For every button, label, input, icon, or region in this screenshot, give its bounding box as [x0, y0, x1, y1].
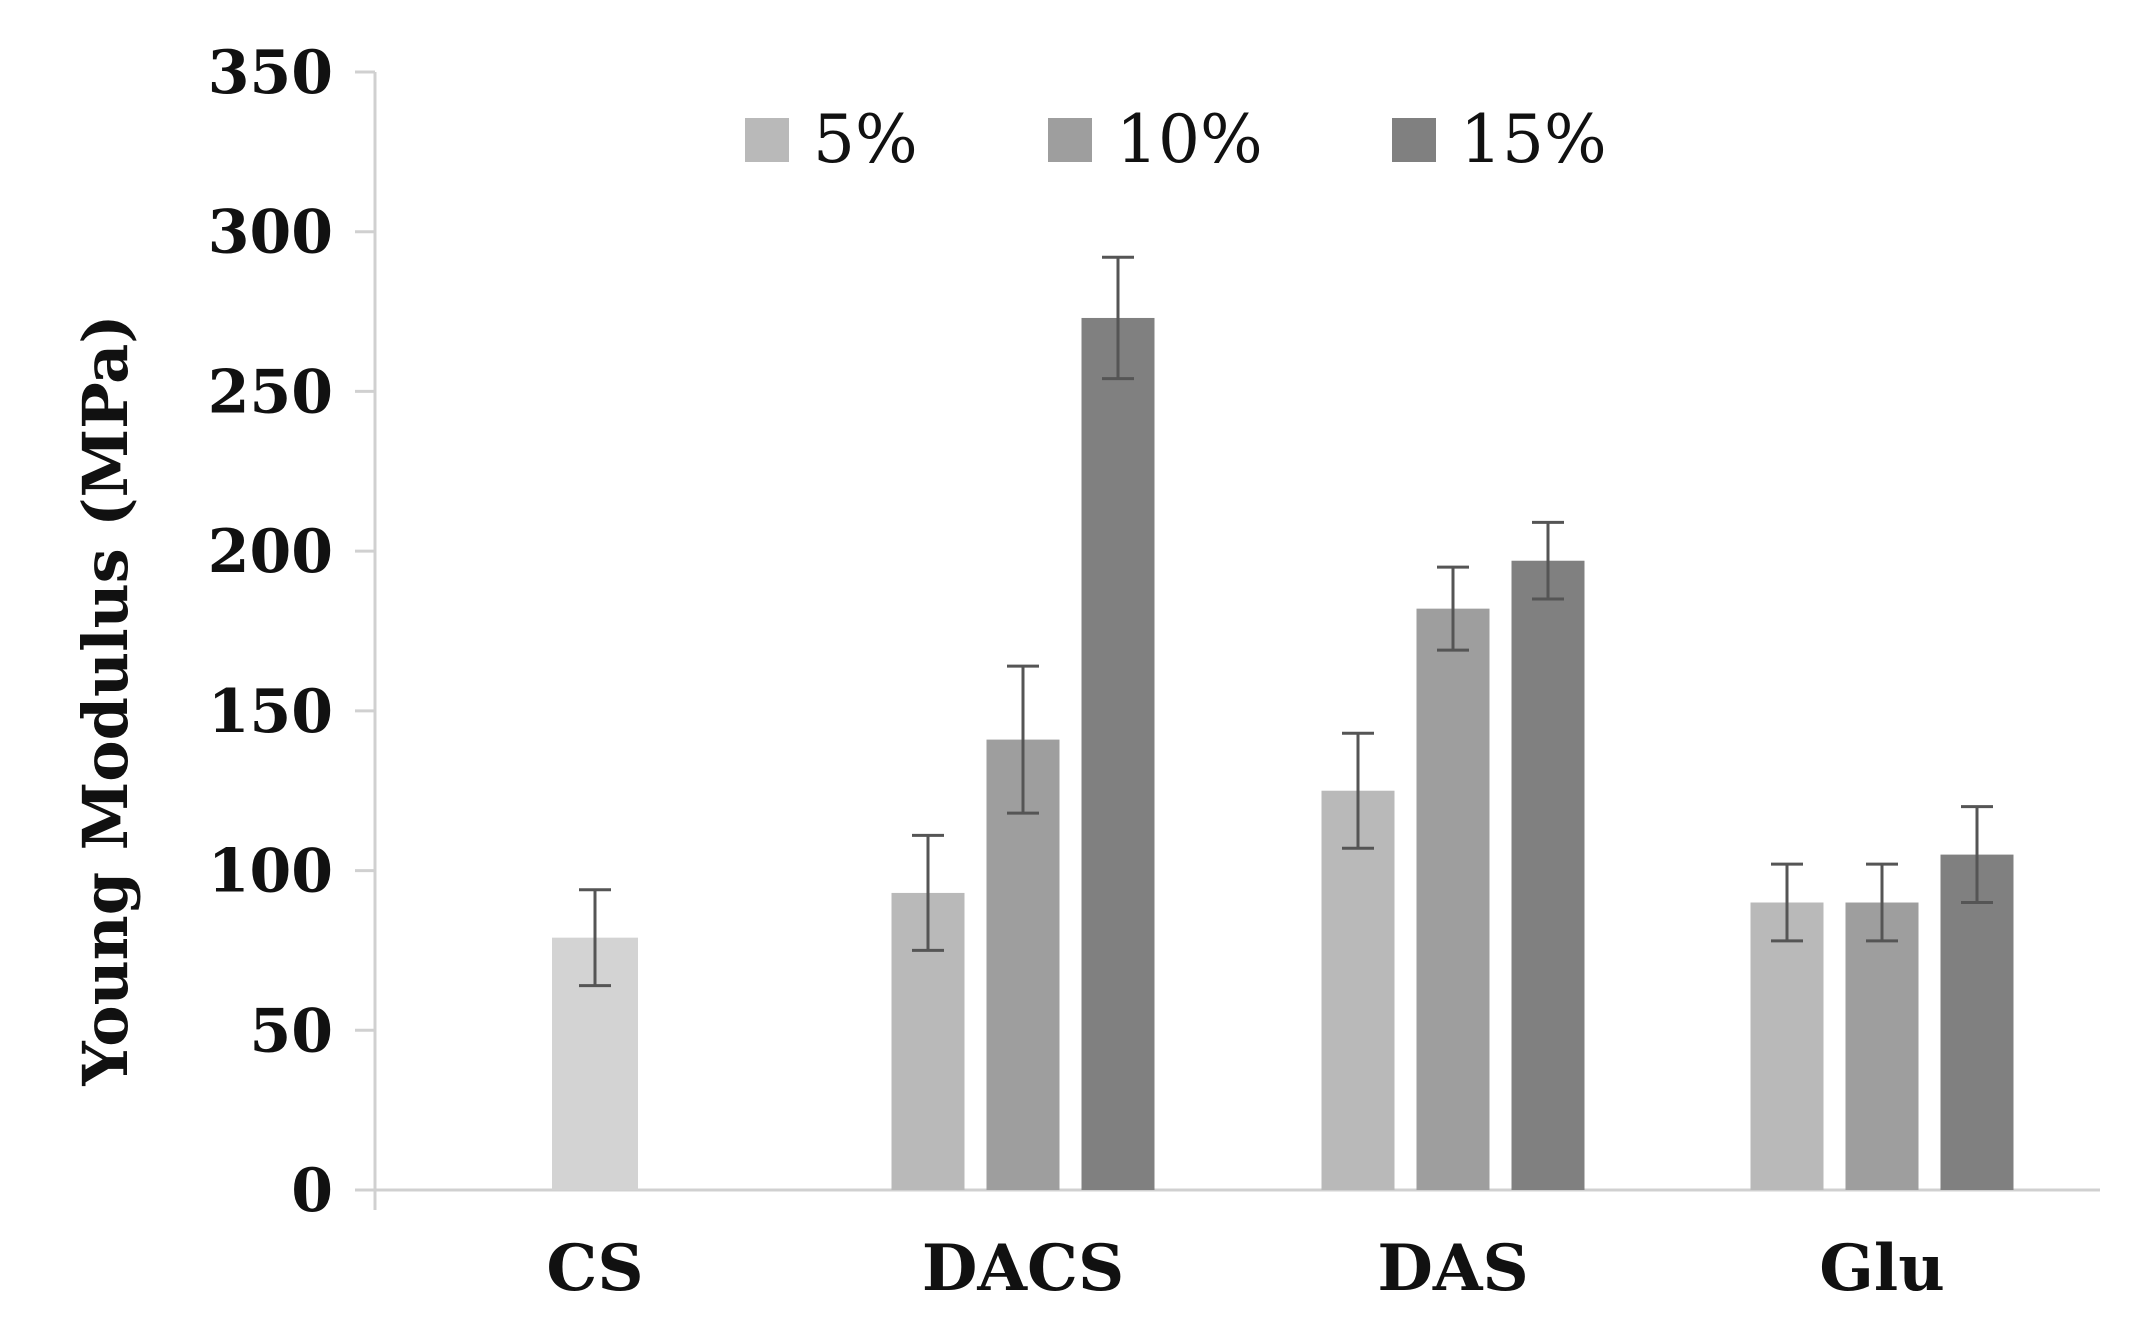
y-tick-label: 0	[291, 1156, 333, 1226]
legend-label-5pct: 5%	[813, 101, 918, 178]
x-tick-label: DACS	[922, 1231, 1124, 1306]
error-bar	[579, 888, 611, 988]
y-tick-label: 350	[208, 38, 333, 108]
error-bar	[1771, 862, 1803, 943]
error-bar	[1437, 565, 1469, 652]
error-bar	[1961, 805, 1993, 905]
error-bar	[912, 833, 944, 952]
bar-das-5pct	[1321, 790, 1395, 1190]
bar-glu-15pct	[1940, 854, 2014, 1190]
legend-label-15pct: 15%	[1460, 101, 1607, 178]
bars	[552, 317, 2014, 1191]
legend-swatch-15pct	[1392, 118, 1436, 162]
error-bar	[1342, 731, 1374, 850]
x-tick-labels: CS DACS DAS Glu	[546, 1231, 1944, 1306]
y-tick-label: 200	[208, 517, 333, 587]
x-tick-label: CS	[546, 1231, 643, 1306]
bar-dacs-10pct	[986, 739, 1060, 1190]
legend: 5% 10% 15%	[745, 101, 1607, 178]
legend-swatch-10pct	[1048, 118, 1092, 162]
bar-das-15pct	[1511, 560, 1585, 1190]
error-bar	[1102, 255, 1134, 381]
y-axis-label: Young Modulus (MPa)	[69, 314, 142, 1086]
legend-swatch-5pct	[745, 118, 789, 162]
y-tick-label: 300	[208, 198, 333, 268]
legend-label-10pct: 10%	[1116, 101, 1263, 178]
error-bar	[1007, 664, 1039, 815]
y-tick-label: 150	[208, 677, 333, 747]
y-tick-label: 250	[208, 357, 333, 427]
y-tick-label: 50	[250, 996, 334, 1066]
x-tick-label: DAS	[1377, 1231, 1528, 1306]
x-tick-label: Glu	[1819, 1231, 1945, 1306]
bar-dacs-15pct	[1081, 317, 1155, 1191]
y-tick-label: 100	[208, 837, 333, 907]
bar-glu-5pct	[1750, 902, 1824, 1190]
error-bar	[1532, 520, 1564, 601]
bar-das-10pct	[1416, 608, 1490, 1190]
error-bar	[1866, 862, 1898, 943]
error-bars	[579, 255, 1993, 988]
y-ticks: 0 50 100 150 200 250 300 350	[208, 38, 375, 1226]
bar-glu-10pct	[1845, 902, 1919, 1190]
